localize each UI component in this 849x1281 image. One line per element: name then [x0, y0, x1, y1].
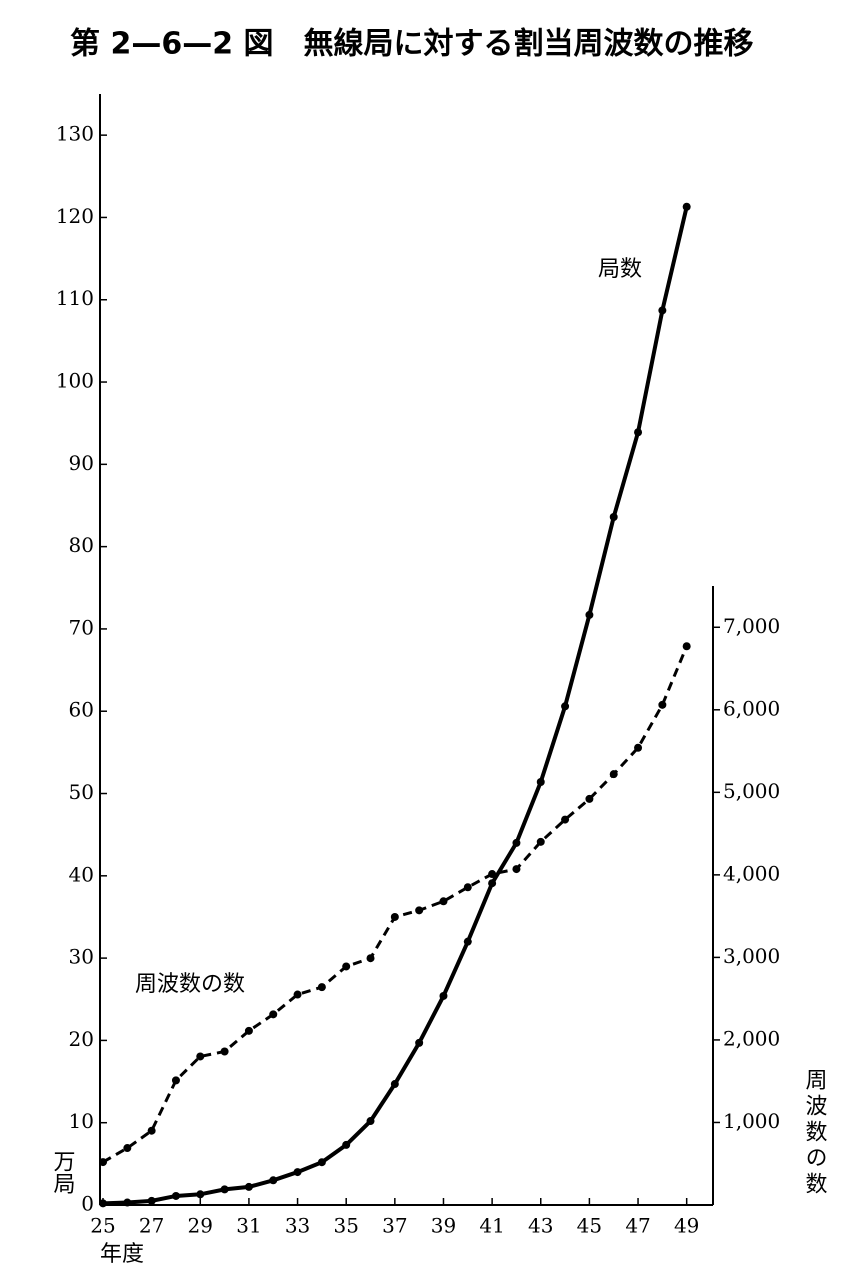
data-point: [536, 777, 545, 786]
y-tick-label: 0: [81, 1192, 94, 1216]
y2-tick-label: 6,000: [723, 696, 780, 720]
y2-tick-label: 7,000: [723, 614, 780, 638]
data-point: [390, 912, 399, 921]
y-tick-label: 110: [56, 286, 94, 310]
data-point: [658, 700, 667, 709]
data-point: [415, 1038, 424, 1047]
data-point: [682, 642, 691, 651]
y-tick-label: 10: [69, 1109, 94, 1133]
data-point: [658, 306, 667, 315]
x-tick-label: 43: [528, 1214, 553, 1238]
data-point: [609, 770, 618, 779]
data-point: [463, 937, 472, 946]
y-tick-label: 120: [56, 204, 94, 228]
data-point: [366, 954, 375, 963]
data-point: [488, 870, 497, 879]
series-label: 局数: [598, 257, 642, 282]
data-point: [317, 1158, 326, 1167]
data-point: [293, 990, 302, 999]
y2-tick-label: 5,000: [723, 779, 780, 803]
data-point: [220, 1047, 229, 1056]
y-tick-label: 40: [69, 862, 94, 886]
data-point: [488, 879, 497, 888]
x-tick-label: 33: [285, 1214, 310, 1238]
data-point: [682, 202, 691, 211]
data-point: [634, 743, 643, 752]
data-point: [220, 1185, 229, 1194]
y-tick-label: 60: [69, 698, 94, 722]
data-point: [439, 897, 448, 906]
data-point: [585, 794, 594, 803]
y-tick-label: 20: [69, 1027, 94, 1051]
data-point: [123, 1198, 132, 1207]
y-tick-label: 50: [69, 780, 94, 804]
data-point: [123, 1144, 132, 1153]
data-point: [147, 1126, 156, 1135]
y2-tick-label: 3,000: [723, 944, 780, 968]
data-point: [99, 1199, 107, 1208]
data-point: [366, 1117, 375, 1126]
x-tick-label: 37: [382, 1214, 407, 1238]
x-tick-label: 41: [479, 1214, 504, 1238]
data-point: [269, 1010, 278, 1019]
x-tick-label: 27: [139, 1214, 164, 1238]
data-point: [171, 1191, 180, 1200]
y2-tick-label: 1,000: [723, 1109, 780, 1133]
x-tick-label: 45: [577, 1214, 602, 1238]
y-tick-label: 130: [56, 122, 94, 146]
data-point: [244, 1026, 253, 1035]
chart-title: 第 2—6—2 図 無線局に対する割当周波数の推移: [70, 27, 754, 62]
x-tick-label: 31: [236, 1214, 261, 1238]
data-point: [415, 906, 424, 915]
series-label: 周波数の数: [135, 972, 245, 997]
x-axis-label: 年度: [100, 1242, 144, 1267]
x-tick-label: 39: [431, 1214, 456, 1238]
data-point: [147, 1196, 156, 1205]
data-point: [634, 428, 643, 437]
data-point: [512, 865, 521, 874]
data-point: [99, 1158, 107, 1167]
data-point: [196, 1052, 205, 1061]
y-axis-label: 万局: [50, 1150, 76, 1194]
x-tick-label: 47: [625, 1214, 650, 1238]
data-point: [609, 513, 618, 522]
data-point: [342, 1140, 351, 1149]
data-point: [196, 1190, 205, 1199]
data-point: [269, 1176, 278, 1185]
data-point: [244, 1182, 253, 1191]
data-point: [390, 1080, 399, 1089]
x-tick-label: 29: [188, 1214, 213, 1238]
data-point: [561, 702, 570, 711]
data-point: [439, 991, 448, 1000]
data-point: [536, 837, 545, 846]
series-line: [102, 206, 689, 1206]
y-tick-label: 80: [69, 533, 94, 557]
data-point: [342, 962, 351, 971]
data-point: [561, 815, 570, 824]
y-tick-label: 100: [56, 369, 94, 393]
data-point: [512, 838, 521, 847]
data-point: [293, 1168, 302, 1177]
x-tick-label: 25: [90, 1214, 115, 1238]
y2-tick-label: 4,000: [723, 861, 780, 885]
y-tick-label: 70: [69, 615, 94, 639]
data-point: [585, 610, 594, 619]
data-point: [463, 883, 472, 892]
data-point: [317, 983, 326, 992]
y2-axis-label: 周波数の数: [802, 1068, 828, 1198]
x-tick-label: 49: [674, 1214, 699, 1238]
y-tick-label: 30: [69, 945, 94, 969]
x-tick-label: 35: [333, 1214, 358, 1238]
y-tick-label: 90: [69, 451, 94, 475]
data-point: [171, 1076, 180, 1085]
y2-tick-label: 2,000: [723, 1026, 780, 1050]
